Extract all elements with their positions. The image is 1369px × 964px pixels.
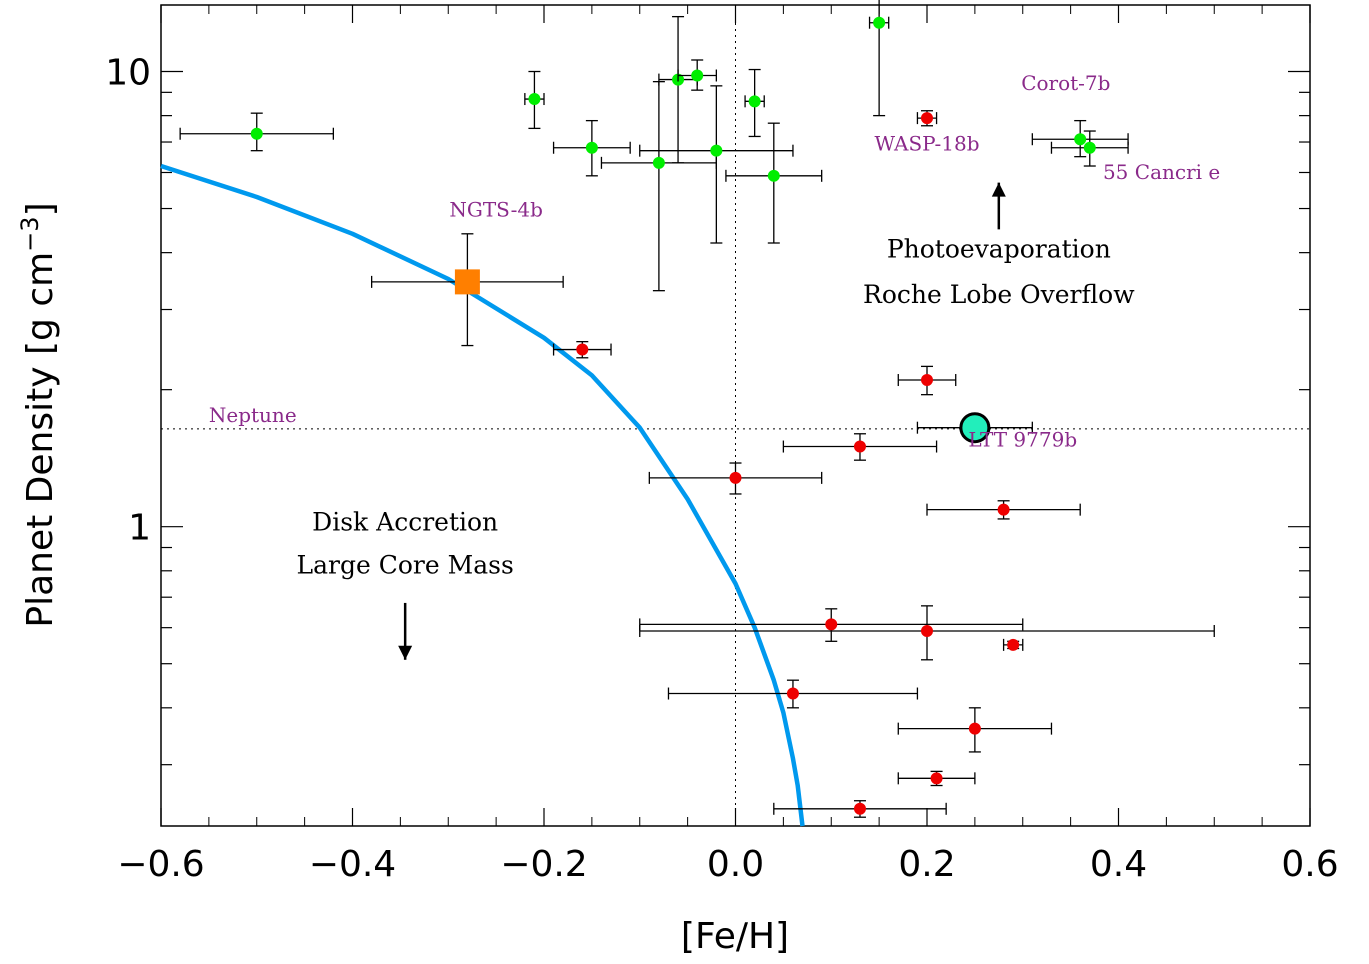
data-point: [916, 110, 938, 127]
data-point: [370, 233, 564, 347]
point-marker: [1083, 141, 1096, 154]
annotations: NGTS-4b Neptune LTT 9779b WASP-18b Corot-7b 5…: [209, 71, 1220, 660]
point-marker: [576, 343, 589, 356]
model-curve: [160, 163, 805, 827]
data-point: [677, 59, 717, 91]
point-marker: [528, 93, 541, 106]
point-marker: [997, 503, 1010, 516]
x-tick-label: 0.4: [1090, 844, 1147, 885]
annotation-label: 55 Cancri e: [1103, 160, 1220, 184]
point-marker: [729, 471, 742, 484]
x-tick-label: 0.6: [1281, 844, 1338, 885]
point-marker: [786, 687, 799, 700]
point-marker: [710, 144, 723, 157]
y-axis-label-main: Planet Density [g cm: [20, 252, 61, 628]
point-marker: [968, 722, 981, 735]
data-point: [639, 605, 1215, 661]
point-marker: [921, 624, 933, 637]
data-point: [897, 770, 976, 787]
y-axis-label: Planet Density [g cm−3]: [16, 202, 61, 627]
annotation-label: Corot-7b: [1021, 71, 1110, 95]
data-point: [897, 365, 957, 396]
data-points: [179, 0, 1215, 818]
data-point: [725, 122, 823, 244]
data-point: [897, 707, 1053, 753]
y-tick-label: 10: [105, 53, 151, 94]
y-axis-label-sup: −3: [16, 216, 44, 251]
axis-ticks: −0.6 −0.4 −0.2 0.0 0.2 0.4 0.6 1 10: [105, 5, 1339, 885]
point-marker: [652, 156, 665, 169]
point-marker: [853, 802, 866, 815]
annotation-label: Neptune: [209, 403, 297, 427]
annotation-label: NGTS-4b: [449, 198, 543, 222]
annotation-label: Photoevaporation: [887, 235, 1111, 264]
data-point: [552, 119, 631, 177]
annotation-label: WASP-18b: [874, 132, 979, 156]
point-marker: [585, 141, 598, 154]
data-point: [1002, 638, 1024, 651]
data-point: [1031, 119, 1129, 158]
point-marker: [1074, 133, 1087, 146]
reference-lines: [161, 5, 1310, 826]
point-marker: [921, 374, 933, 387]
x-tick-label: 0.2: [898, 844, 955, 885]
ltt-9779b-marker: [959, 412, 991, 444]
y-axis-label-close: ]: [20, 202, 61, 216]
annotation-label: LTT 9779b: [968, 428, 1077, 452]
data-point: [926, 500, 1081, 520]
point-marker: [1007, 638, 1020, 651]
point-marker: [748, 95, 761, 108]
point-marker: [250, 127, 263, 140]
data-point: [1050, 130, 1129, 167]
data-point: [648, 462, 823, 495]
annotation-arrow-head: [991, 182, 1006, 197]
data-point: [552, 340, 612, 359]
data-point: [868, 0, 890, 117]
point-marker: [825, 618, 838, 631]
ngts-4b-marker: [454, 269, 480, 295]
annotation-label: Roche Lobe Overflow: [863, 280, 1135, 309]
data-point: [773, 800, 947, 818]
annotation-arrow-head: [398, 645, 413, 660]
data-point: [524, 70, 545, 130]
data-point: [600, 81, 717, 292]
data-point: [782, 433, 938, 461]
x-tick-label: 0.0: [707, 844, 764, 885]
data-point: [179, 112, 335, 152]
axis-labels: [Fe/H] Planet Density [g cm−3]: [16, 202, 789, 957]
x-axis-label: [Fe/H]: [681, 916, 789, 957]
x-tick-label: −0.4: [309, 844, 396, 885]
data-point: [639, 608, 1024, 642]
data-point: [667, 679, 919, 709]
y-tick-label: 1: [128, 508, 151, 549]
point-marker: [930, 772, 943, 785]
annotation-label: Disk Accretion: [312, 508, 498, 537]
model-curve-line: [160, 163, 805, 827]
x-tick-label: −0.6: [117, 844, 204, 885]
data-point: [744, 68, 765, 138]
point-marker: [921, 112, 933, 125]
data-point: [916, 412, 1033, 444]
point-marker: [853, 440, 866, 453]
point-marker: [767, 169, 780, 182]
annotation-label: Large Core Mass: [297, 550, 514, 579]
data-point: [639, 85, 794, 244]
point-marker: [873, 16, 886, 29]
x-tick-label: −0.2: [500, 844, 587, 885]
point-marker: [691, 69, 704, 82]
